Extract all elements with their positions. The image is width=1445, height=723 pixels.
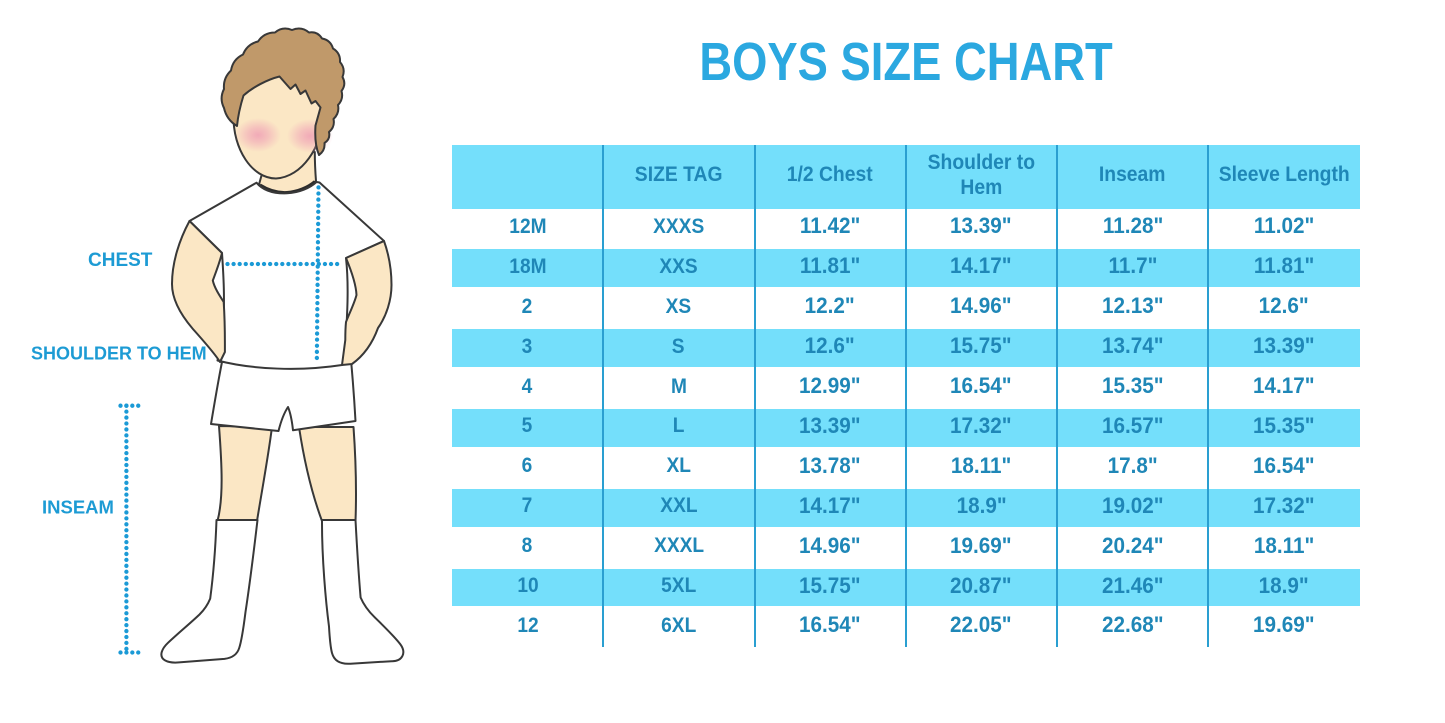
svg-text:CHEST: CHEST [88,250,153,271]
svg-text:SHOULDER TO HEM: SHOULDER TO HEM [31,344,207,364]
svg-text:INSEAM: INSEAM [42,497,114,518]
